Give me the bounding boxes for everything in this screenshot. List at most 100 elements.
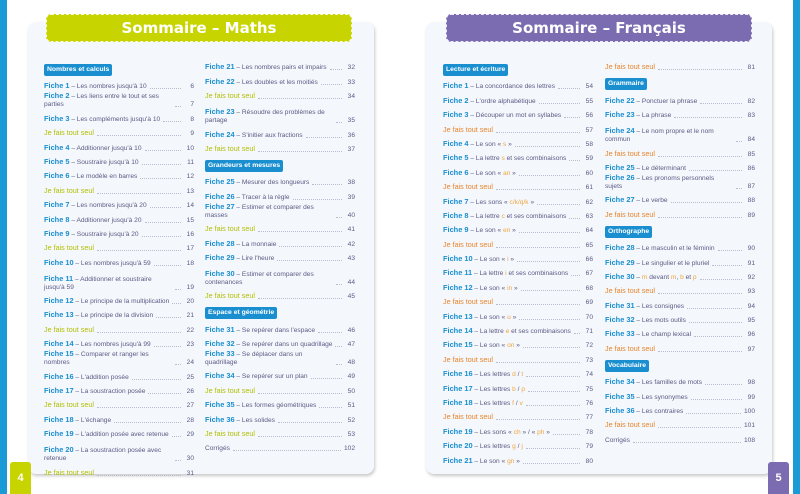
review-entry[interactable]: Je fais tout seul 22 bbox=[44, 320, 194, 334]
toc-entry[interactable]: Fiche 10 – Les nombres jusqu'à 59 18 bbox=[44, 253, 194, 267]
toc-entry[interactable]: Fiche 18 – L'échange 28 bbox=[44, 410, 194, 424]
toc-entry[interactable]: Fiche 17 – La soustraction posée 26 bbox=[44, 382, 194, 396]
toc-entry[interactable]: Fiche 2 – L'ordre alphabétique 55 bbox=[443, 91, 593, 105]
review-entry[interactable]: Je fais tout seul 73 bbox=[443, 350, 593, 364]
review-entry[interactable]: Je fais tout seul 65 bbox=[443, 235, 593, 249]
toc-entry[interactable]: Fiche 31 – Les consignes 94 bbox=[605, 296, 755, 310]
toc-entry[interactable]: Fiche 12 – Le principe de la multiplicat… bbox=[44, 292, 194, 306]
toc-entry[interactable]: Fiche 10 – Le son « i » 66 bbox=[443, 250, 593, 264]
toc-entry[interactable]: Fiche 33 – Se déplacer dans un quadrilla… bbox=[205, 349, 355, 367]
toc-entry[interactable]: Fiche 9 – Soustraire jusqu'à 20 16 bbox=[44, 225, 194, 239]
toc-entry[interactable]: Fiche 3 – Les compléments jusqu'à 10 8 bbox=[44, 109, 194, 123]
toc-entry[interactable]: Fiche 36 – Les contraires 100 bbox=[605, 402, 755, 416]
review-entry[interactable]: Je fais tout seul 45 bbox=[205, 287, 355, 301]
toc-entry[interactable]: Fiche 1 – La concordance des lettres 54 bbox=[443, 77, 593, 91]
toc-entry[interactable]: Fiche 16 – L'addition posée 25 bbox=[44, 367, 194, 381]
toc-entry[interactable]: Fiche 9 – Le son « en » 64 bbox=[443, 221, 593, 235]
toc-entry[interactable]: Fiche 21 – Les nombres pairs et impairs 3… bbox=[205, 58, 355, 72]
toc-entry[interactable]: Fiche 20 – Les lettres g / j 79 bbox=[443, 437, 593, 451]
toc-entry[interactable]: Fiche 27 – Estimer et comparer des masse… bbox=[205, 202, 355, 220]
toc-entry[interactable]: Fiche 35 – Les synonymes 99 bbox=[605, 387, 755, 401]
toc-entry[interactable]: Fiche 22 – Ponctuer la phrase 82 bbox=[605, 91, 755, 105]
review-label: Je fais tout seul bbox=[44, 243, 94, 253]
review-entry[interactable]: Je fais tout seul 77 bbox=[443, 408, 593, 422]
toc-entry[interactable]: Fiche 24 – Le nom propre et le nom commu… bbox=[605, 120, 755, 144]
toc-entry[interactable]: Fiche 15 – Le son « on » 72 bbox=[443, 336, 593, 350]
review-entry[interactable]: Je fais tout seul 41 bbox=[205, 220, 355, 234]
toc-entry[interactable]: Fiche 34 – Se repérer sur un plan 49 bbox=[205, 367, 355, 381]
toc-entry[interactable]: Fiche 14 – La lettre e et ses combinaiso… bbox=[443, 322, 593, 336]
review-entry[interactable]: Je fais tout seul 89 bbox=[605, 205, 755, 219]
toc-entry[interactable]: Fiche 7 – Les sons « c/k/q/k » 62 bbox=[443, 192, 593, 206]
toc-entry[interactable]: Fiche 24 – S'initier aux fractions 36 bbox=[205, 125, 355, 139]
toc-entry[interactable]: Fiche 13 – Le son « u » 70 bbox=[443, 307, 593, 321]
toc-entry[interactable]: Fiche 5 – La lettre s et ses combinaison… bbox=[443, 149, 593, 163]
toc-entry[interactable]: Fiche 2 – Les liens entre le tout et ses… bbox=[44, 91, 194, 109]
corriges-entry[interactable]: Corrigés 108 bbox=[605, 430, 755, 444]
toc-entry[interactable]: Fiche 11 – La lettre i et ses combinaiso… bbox=[443, 264, 593, 278]
review-entry[interactable]: Je fais tout seul 27 bbox=[44, 396, 194, 410]
toc-entry[interactable]: Fiche 15 – Comparer et ranger les nombre… bbox=[44, 349, 194, 367]
corriges-entry[interactable]: Corrigés 102 bbox=[205, 439, 355, 453]
toc-entry[interactable]: Fiche 25 – Mesurer des longueurs 38 bbox=[205, 173, 355, 187]
toc-entry[interactable]: Fiche 12 – Le son « in » 68 bbox=[443, 278, 593, 292]
toc-entry[interactable]: Fiche 7 – Les nombres jusqu'à 20 14 bbox=[44, 196, 194, 210]
toc-entry[interactable]: Fiche 4 – Additionner jusqu'à 10 10 bbox=[44, 138, 194, 152]
toc-entry[interactable]: Fiche 33 – Le champ lexical 96 bbox=[605, 325, 755, 339]
toc-entry[interactable]: Fiche 16 – Les lettres d / t 74 bbox=[443, 365, 593, 379]
toc-entry[interactable]: Fiche 36 – Les solides 52 bbox=[205, 410, 355, 424]
toc-entry[interactable]: Fiche 28 – La monnaie 42 bbox=[205, 234, 355, 248]
review-entry[interactable]: Je fais tout seul 97 bbox=[605, 339, 755, 353]
toc-entry[interactable]: Fiche 30 – m devant m, b et p 92 bbox=[605, 268, 755, 282]
toc-entry[interactable]: Fiche 22 – Les doubles et les moitiés 33 bbox=[205, 72, 355, 86]
review-entry[interactable]: Je fais tout seul 69 bbox=[443, 293, 593, 307]
toc-entry[interactable]: Fiche 20 – La soustraction posée avec re… bbox=[44, 439, 194, 463]
toc-entry[interactable]: Fiche 5 – Soustraire jusqu'à 10 11 bbox=[44, 153, 194, 167]
toc-entry[interactable]: Fiche 6 – Le son « an » 60 bbox=[443, 163, 593, 177]
toc-entry[interactable]: Fiche 32 – Les mots outils 95 bbox=[605, 311, 755, 325]
toc-entry[interactable]: Fiche 13 – Le principe de la division 21 bbox=[44, 306, 194, 320]
toc-entry[interactable]: Fiche 26 – Tracer à la règle 39 bbox=[205, 187, 355, 201]
review-entry[interactable]: Je fais tout seul 50 bbox=[205, 381, 355, 395]
review-entry[interactable]: Je fais tout seul 61 bbox=[443, 178, 593, 192]
toc-entry[interactable]: Fiche 11 – Additionner et soustraire jus… bbox=[44, 268, 194, 292]
toc-entry[interactable]: Fiche 29 – Le singulier et le pluriel 91 bbox=[605, 253, 755, 267]
review-entry[interactable]: Je fais tout seul 9 bbox=[44, 124, 194, 138]
review-entry[interactable]: Je fais tout seul 34 bbox=[205, 87, 355, 101]
toc-entry[interactable]: Fiche 3 – Découper un mot en syllabes 56 bbox=[443, 106, 593, 120]
review-entry[interactable]: Je fais tout seul 37 bbox=[205, 140, 355, 154]
toc-entry[interactable]: Fiche 4 – Le son « s » 58 bbox=[443, 135, 593, 149]
toc-entry[interactable]: Fiche 1 – Les nombres jusqu'à 10 6 bbox=[44, 77, 194, 91]
toc-entry[interactable]: Fiche 29 – Lire l'heure 43 bbox=[205, 249, 355, 263]
toc-entry[interactable]: Fiche 8 – Additionner jusqu'à 20 15 bbox=[44, 210, 194, 224]
review-entry[interactable]: Je fais tout seul 85 bbox=[605, 144, 755, 158]
toc-entry[interactable]: Fiche 6 – Le modèle en barres 12 bbox=[44, 167, 194, 181]
toc-entry[interactable]: Fiche 23 – La phrase 83 bbox=[605, 106, 755, 120]
review-entry[interactable]: Je fais tout seul 17 bbox=[44, 239, 194, 253]
toc-entry[interactable]: Fiche 30 – Estimer et comparer des conte… bbox=[205, 263, 355, 287]
toc-entry[interactable]: Fiche 28 – Le masculin et le féminin 90 bbox=[605, 239, 755, 253]
toc-entry[interactable]: Fiche 32 – Se repérer dans un quadrillag… bbox=[205, 335, 355, 349]
review-entry[interactable]: Je fais tout seul 57 bbox=[443, 120, 593, 134]
toc-entry[interactable]: Fiche 23 – Résoudre des problèmes de par… bbox=[205, 101, 355, 125]
toc-entry[interactable]: Fiche 19 – L'addition posée avec retenue… bbox=[44, 425, 194, 439]
toc-entry[interactable]: Fiche 19 – Les sons « ch » / « ph » 78 bbox=[443, 422, 593, 436]
review-entry[interactable]: Je fais tout seul 101 bbox=[605, 416, 755, 430]
toc-entry[interactable]: Fiche 25 – Le déterminant 86 bbox=[605, 159, 755, 173]
toc-entry[interactable]: Fiche 18 – Les lettres f / v 76 bbox=[443, 394, 593, 408]
review-entry[interactable]: Je fais tout seul 13 bbox=[44, 181, 194, 195]
review-entry[interactable]: Je fais tout seul 31 bbox=[44, 463, 194, 477]
toc-entry[interactable]: Fiche 8 – La lettre c et ses combinaison… bbox=[443, 207, 593, 221]
toc-entry[interactable]: Fiche 27 – Le verbe 88 bbox=[605, 191, 755, 205]
toc-entry[interactable]: Fiche 26 – Les pronoms personnels sujets… bbox=[605, 173, 755, 191]
toc-entry[interactable]: Fiche 31 – Se repérer dans l'espace 46 bbox=[205, 320, 355, 334]
toc-entry[interactable]: Fiche 14 – Les nombres jusqu'à 99 23 bbox=[44, 335, 194, 349]
review-entry[interactable]: Je fais tout seul 81 bbox=[605, 58, 755, 72]
review-entry[interactable]: Je fais tout seul 53 bbox=[205, 425, 355, 439]
leader-dots bbox=[140, 178, 181, 180]
review-entry[interactable]: Je fais tout seul 93 bbox=[605, 282, 755, 296]
toc-entry[interactable]: Fiche 17 – Les lettres b / p 75 bbox=[443, 379, 593, 393]
toc-entry[interactable]: Fiche 35 – Les formes géométriques 51 bbox=[205, 396, 355, 410]
toc-entry[interactable]: Fiche 21 – Le son « gn » 80 bbox=[443, 451, 593, 465]
toc-entry[interactable]: Fiche 34 – Les familles de mots 98 bbox=[605, 373, 755, 387]
